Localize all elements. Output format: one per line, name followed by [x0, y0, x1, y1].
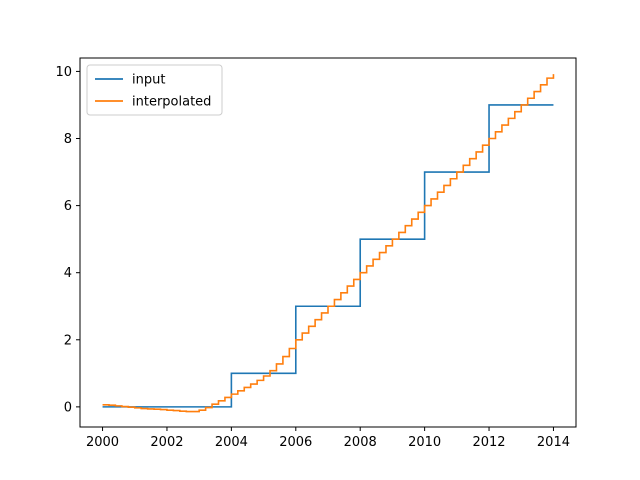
x-tick-label: 2004 — [215, 435, 248, 450]
legend-box — [86, 64, 223, 116]
y-tick-label: 2 — [64, 333, 72, 348]
legend-label-interpolated: interpolated — [132, 95, 211, 110]
y-tick-label: 8 — [64, 132, 72, 147]
y-axis: 0 2 4 6 8 10 — [55, 65, 80, 415]
legend: input interpolated — [86, 64, 223, 116]
x-tick-label: 2008 — [344, 435, 377, 450]
plot-area — [102, 74, 555, 413]
x-tick-label: 2010 — [408, 435, 441, 450]
x-tick-label: 2006 — [279, 435, 312, 450]
x-tick-label: 2000 — [86, 435, 119, 450]
y-tick-label: 0 — [64, 400, 72, 415]
legend-label-input: input — [132, 73, 165, 88]
y-tick-label: 4 — [64, 266, 72, 281]
y-tick-label: 6 — [64, 199, 72, 214]
x-tick-label: 2002 — [150, 435, 183, 450]
x-tick-label: 2014 — [537, 435, 570, 450]
series-line-interpolated — [102, 74, 555, 413]
y-tick-label: 10 — [55, 65, 72, 80]
x-tick-label: 2012 — [472, 435, 505, 450]
axes-frame — [79, 57, 577, 428]
series-line-input — [102, 104, 554, 408]
x-axis: 2000 2002 2004 2006 2008 2010 2012 2014 — [86, 427, 570, 450]
